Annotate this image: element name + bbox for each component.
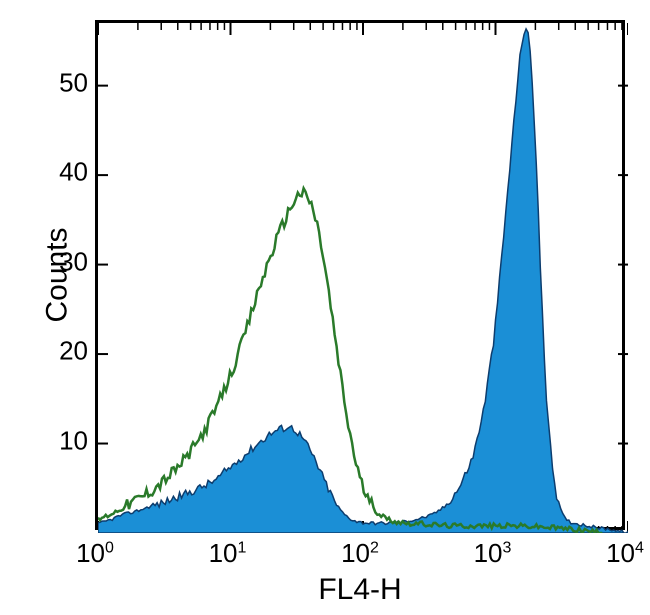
plot-area bbox=[95, 20, 625, 530]
y-tick-label: 30 bbox=[59, 246, 88, 277]
series-filled-blue bbox=[98, 29, 628, 533]
y-tick-label: 20 bbox=[59, 336, 88, 367]
y-tick-label: 40 bbox=[59, 157, 88, 188]
y-tick-label: 10 bbox=[59, 425, 88, 456]
histogram-svg bbox=[98, 23, 628, 533]
y-tick-label: 50 bbox=[59, 67, 88, 98]
x-tick-label: 104 bbox=[606, 538, 644, 569]
x-tick-label: 102 bbox=[341, 538, 379, 569]
x-tick-label: 103 bbox=[474, 538, 512, 569]
x-tick-label: 100 bbox=[76, 538, 114, 569]
x-axis-label: FL4-H bbox=[318, 573, 401, 607]
x-tick-label: 101 bbox=[209, 538, 247, 569]
